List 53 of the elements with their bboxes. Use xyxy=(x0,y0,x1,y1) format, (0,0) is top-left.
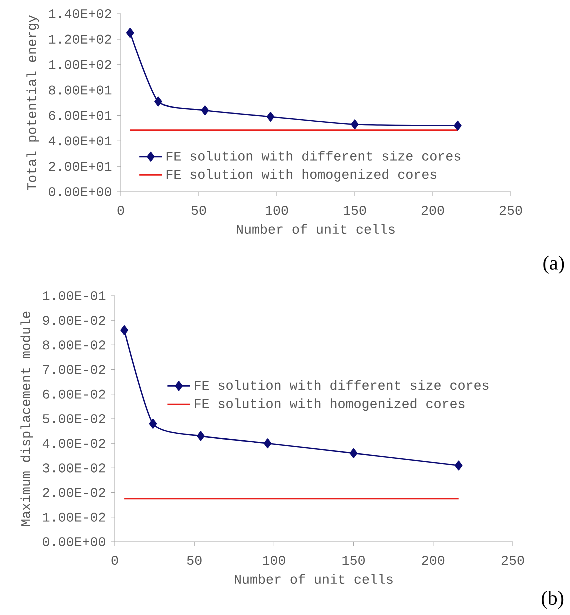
point xyxy=(264,438,272,449)
y-tick-label: 5.00E-02 xyxy=(43,414,106,424)
x-tick-label: 250 xyxy=(500,206,522,216)
legend-label: FE solution with homogenized cores xyxy=(166,169,437,182)
legend-label: FE solution with different size cores xyxy=(195,380,489,390)
point xyxy=(350,448,358,458)
y-tick-label: 9.00E-02 xyxy=(43,316,106,326)
x-tick-label: 150 xyxy=(344,206,366,216)
point xyxy=(126,28,134,38)
x-tick-label: 100 xyxy=(266,206,288,216)
text: (a) xyxy=(544,256,564,274)
x-axis-title: Number of unit cells xyxy=(235,574,393,584)
x-tick-label: 50 xyxy=(187,556,202,566)
point xyxy=(154,96,162,107)
point xyxy=(120,326,128,336)
point xyxy=(201,106,210,116)
y-tick-label: 4.00E+01 xyxy=(48,136,112,146)
y-tick-label: 7.00E-02 xyxy=(43,365,106,374)
legend-label: FE solution with different size cores xyxy=(166,151,461,161)
y-tick-label: 1.40E+02 xyxy=(49,9,112,19)
x-tick-label: 200 xyxy=(422,206,444,216)
y-tick-label: 0.00E+00 xyxy=(43,537,106,547)
y-tick-label: 1.20E+02 xyxy=(49,34,112,44)
y-axis-title: Maximum displacement module xyxy=(20,312,34,526)
point xyxy=(454,120,462,131)
x-tick-label: 150 xyxy=(342,556,365,566)
y-axis-title: Total potential energy xyxy=(26,15,40,191)
point xyxy=(454,460,463,471)
y-tick-label: 1.00E-01 xyxy=(43,291,106,301)
point xyxy=(266,112,275,122)
legend-label: FE solution with homogenized cores xyxy=(195,398,465,412)
point xyxy=(149,418,158,429)
x-tick-label: 200 xyxy=(422,556,445,566)
x-tick-label: 250 xyxy=(502,556,524,566)
x-tick-label: 100 xyxy=(263,556,286,566)
y-tick-label: 3.00E-02 xyxy=(43,464,106,473)
y-tick-label: 2.00E-02 xyxy=(43,488,106,498)
x-tick-label: 0 xyxy=(118,206,124,216)
point xyxy=(197,431,205,442)
y-tick-label: 8.00E+01 xyxy=(49,86,112,95)
y-tick-label: 6.00E-02 xyxy=(43,390,106,399)
y-tick-label: 6.00E+01 xyxy=(49,111,112,120)
text: (b) xyxy=(542,590,564,610)
y-tick-label: 1.00E-02 xyxy=(43,512,106,522)
y-tick-label: 8.00E-02 xyxy=(43,340,106,350)
y-tick-label: 0.00E+00 xyxy=(49,187,112,197)
point xyxy=(351,120,359,130)
x-axis-title: Number of unit cells xyxy=(237,224,395,234)
y-tick-label: 2.00E+01 xyxy=(49,162,112,172)
x-tick-label: 50 xyxy=(192,206,206,216)
y-tick-label: 4.00E-02 xyxy=(42,439,106,448)
x-tick-label: 0 xyxy=(112,556,118,566)
y-tick-label: 1.00E+02 xyxy=(49,60,112,70)
